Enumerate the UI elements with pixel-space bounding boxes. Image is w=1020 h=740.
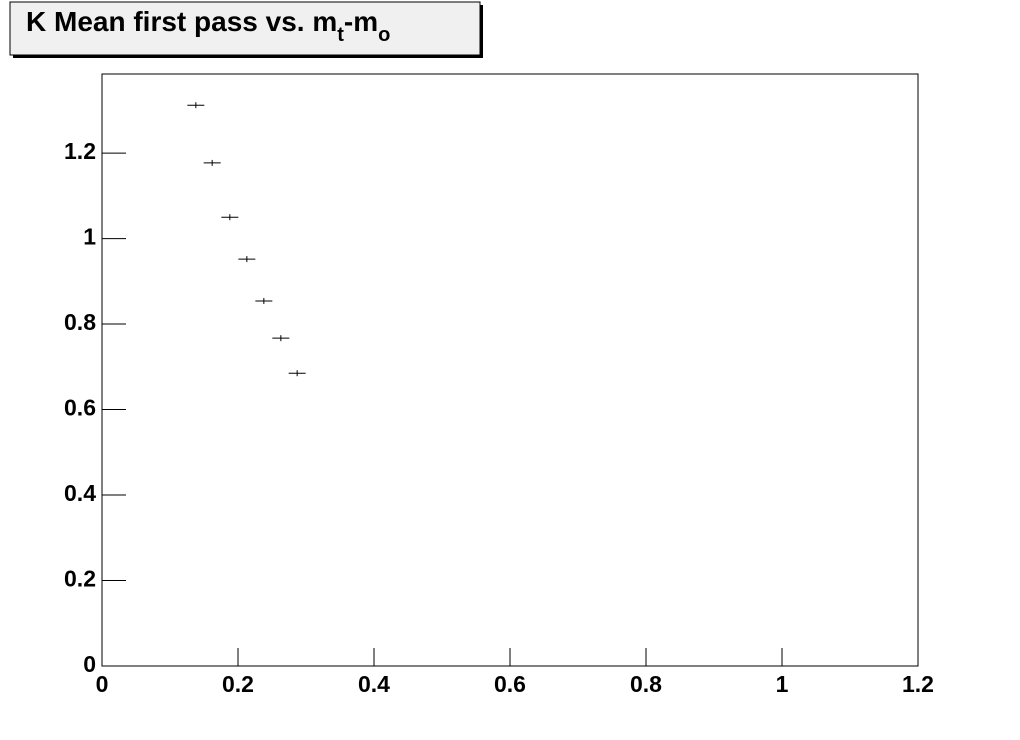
- title-segment: t: [337, 24, 344, 46]
- y-tick-label: 0.8: [64, 309, 96, 335]
- x-tick-label: 0.8: [630, 671, 662, 697]
- x-tick-label: 1: [776, 671, 789, 697]
- y-tick-label: 0: [83, 651, 96, 677]
- y-tick-label: 1.2: [64, 138, 96, 164]
- y-tick-label: 1: [83, 224, 96, 250]
- x-tick-label: 0.6: [494, 671, 526, 697]
- title-segment: -m: [344, 6, 378, 37]
- chart-title: K Mean first pass vs. mt-mo: [26, 6, 390, 46]
- y-tick-label: 0.2: [64, 566, 96, 592]
- title-box: [9, 1, 481, 56]
- title-segment: o: [378, 24, 390, 46]
- x-tick-label: 0: [96, 671, 109, 697]
- x-tick-label: 0.2: [222, 671, 254, 697]
- x-tick-label: 1.2: [902, 671, 934, 697]
- x-tick-label: 0.4: [358, 671, 390, 697]
- y-tick-label: 0.4: [64, 480, 96, 506]
- y-tick-label: 0.6: [64, 395, 96, 421]
- title-segment: K Mean first pass vs. m: [26, 6, 337, 37]
